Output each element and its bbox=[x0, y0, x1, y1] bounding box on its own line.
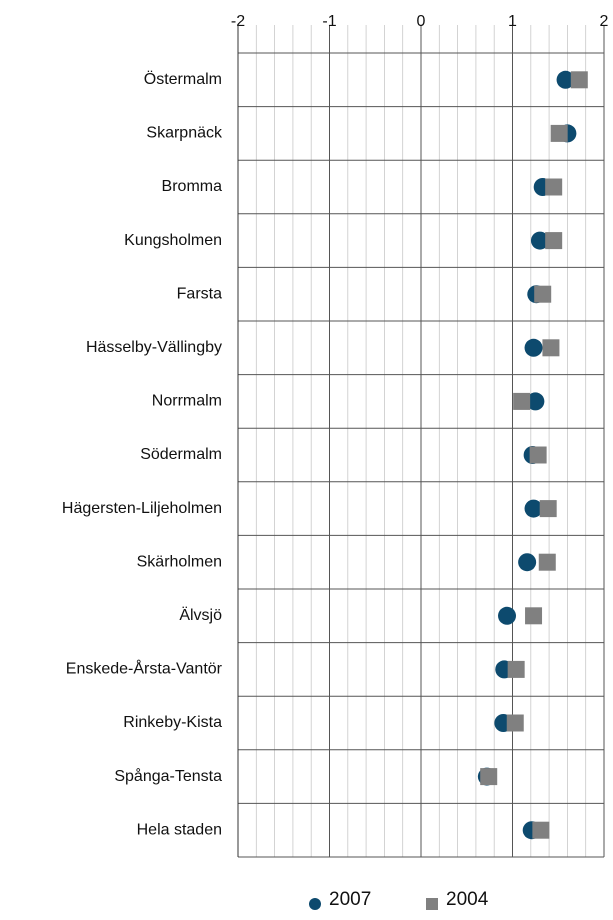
square bbox=[525, 607, 543, 625]
category-label: Älvsjö bbox=[179, 606, 222, 624]
category-label: Farsta bbox=[177, 285, 222, 302]
x-tick-label: 0 bbox=[417, 13, 426, 30]
category-label: Norrmalm bbox=[152, 393, 222, 410]
square bbox=[542, 339, 560, 357]
category-label: Kungsholmen bbox=[124, 232, 222, 249]
square bbox=[507, 660, 525, 678]
x-tick-label: -2 bbox=[231, 13, 245, 30]
legend-label: 2004 bbox=[446, 889, 489, 910]
category-label: Hela staden bbox=[137, 821, 222, 838]
square bbox=[506, 714, 524, 732]
category-label: Södermalm bbox=[140, 446, 222, 463]
square bbox=[513, 392, 531, 410]
category-label: Skärholmen bbox=[137, 553, 222, 570]
category-label: Rinkeby-Kista bbox=[123, 714, 222, 731]
category-label: Hägersten-Liljeholmen bbox=[62, 500, 222, 517]
square bbox=[480, 768, 498, 786]
square bbox=[550, 124, 568, 142]
category-label: Östermalm bbox=[144, 70, 222, 88]
dot bbox=[518, 553, 537, 572]
x-tick-label: 1 bbox=[508, 13, 517, 30]
category-label: Skarpnäck bbox=[146, 125, 223, 142]
dot bbox=[556, 70, 575, 89]
x-tick-label: -1 bbox=[322, 13, 336, 30]
dot bbox=[524, 499, 543, 518]
square bbox=[545, 178, 563, 196]
legend-marker bbox=[309, 898, 321, 910]
category-label: Enskede-Årsta-Vantör bbox=[66, 659, 223, 678]
legend-marker bbox=[426, 898, 438, 910]
legend-label: 2007 bbox=[329, 889, 371, 910]
square bbox=[532, 821, 550, 839]
category-label: Hässelby-Vällingby bbox=[86, 339, 222, 356]
category-label: Bromma bbox=[162, 178, 223, 195]
square bbox=[534, 285, 552, 303]
square bbox=[539, 500, 557, 518]
square bbox=[570, 71, 588, 89]
square bbox=[529, 446, 547, 464]
x-tick-label: 2 bbox=[600, 13, 609, 30]
dot bbox=[498, 606, 517, 625]
square bbox=[538, 553, 556, 571]
dot bbox=[526, 392, 545, 411]
square bbox=[545, 232, 563, 250]
category-label: Spånga-Tensta bbox=[114, 767, 222, 785]
dot bbox=[524, 338, 543, 357]
dot bbox=[530, 231, 549, 250]
